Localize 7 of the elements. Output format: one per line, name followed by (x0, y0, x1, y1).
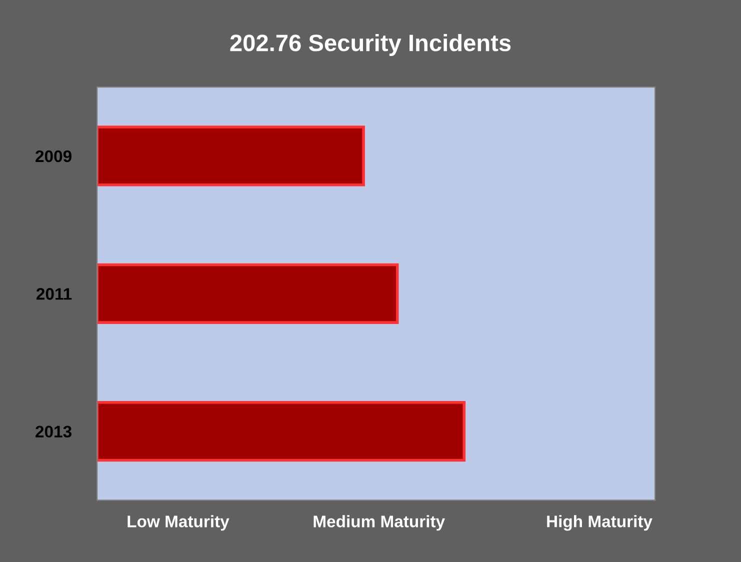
text: Low Maturity (128, 515, 230, 531)
y-tick-label: 2013 (36, 426, 72, 438)
text: Medium Maturity (314, 515, 445, 531)
text: High Maturity (547, 515, 652, 531)
y-tick-label: 2009 (36, 150, 72, 162)
chart-title: 202.76 Security Incidents (230, 34, 511, 56)
y-tick-label: 2011 (36, 288, 72, 300)
